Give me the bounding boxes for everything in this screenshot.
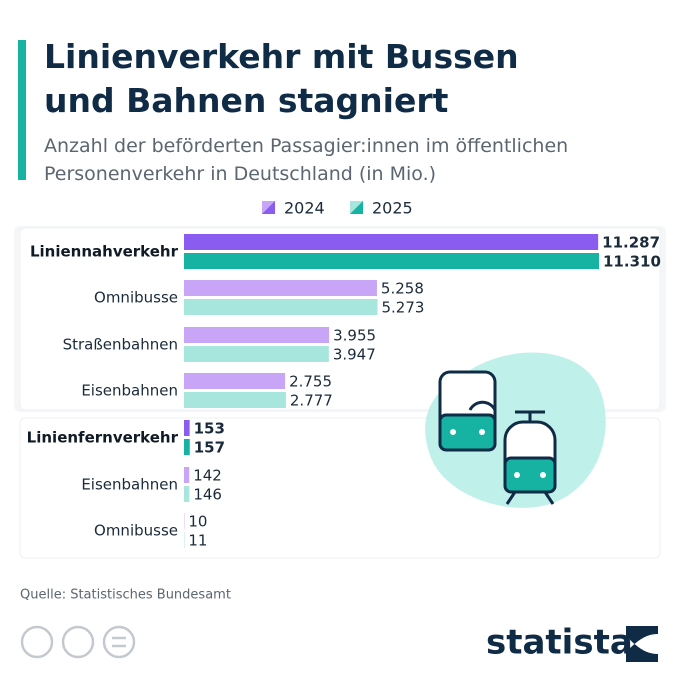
value-label: 5.258 bbox=[381, 280, 424, 298]
bar bbox=[184, 346, 329, 362]
illustration bbox=[425, 352, 606, 508]
bar bbox=[184, 373, 286, 389]
category-label: Linienfernverkehr bbox=[27, 429, 179, 447]
value-label: 3.955 bbox=[333, 327, 376, 345]
license-icons bbox=[20, 625, 136, 659]
bar bbox=[184, 280, 377, 296]
value-label: 142 bbox=[193, 467, 222, 485]
category-label: Eisenbahnen bbox=[81, 476, 178, 494]
chart-subtitle: Personenverkehr in Deutschland (in Mio.) bbox=[44, 163, 436, 185]
value-label: 3.947 bbox=[333, 346, 376, 364]
legend-label: 2024 bbox=[284, 199, 325, 218]
title-accent bbox=[18, 40, 26, 180]
value-label: 153 bbox=[194, 420, 225, 438]
chart-title: und Bahnen stagniert bbox=[44, 81, 449, 120]
bar bbox=[184, 392, 286, 408]
legend-swatch bbox=[350, 201, 363, 214]
source: Quelle: Statistisches Bundesamt bbox=[20, 588, 231, 603]
value-label: 2.755 bbox=[289, 373, 332, 391]
brand-logo bbox=[626, 626, 658, 662]
bar bbox=[184, 467, 190, 483]
bar bbox=[184, 234, 599, 250]
category-label: Liniennahverkehr bbox=[30, 243, 179, 261]
bar bbox=[184, 439, 190, 455]
chart-title: Linienverkehr mit Bussen bbox=[44, 37, 519, 76]
category-label: Eisenbahnen bbox=[81, 382, 178, 400]
value-label: 2.777 bbox=[290, 392, 333, 410]
value-label: 10 bbox=[188, 513, 207, 531]
bar bbox=[184, 486, 190, 502]
bar bbox=[184, 327, 330, 343]
bar bbox=[184, 299, 378, 315]
category-label: Straßenbahnen bbox=[63, 336, 178, 354]
category-label: Omnibusse bbox=[94, 522, 178, 540]
bar bbox=[184, 253, 599, 269]
value-label: 11.287 bbox=[602, 234, 660, 252]
value-label: 5.273 bbox=[381, 299, 424, 317]
bar bbox=[184, 420, 190, 436]
value-label: 11 bbox=[188, 532, 207, 550]
category-label: Omnibusse bbox=[94, 289, 178, 307]
brand: statista bbox=[486, 623, 633, 663]
value-label: 157 bbox=[194, 439, 225, 457]
chart-subtitle: Anzahl der beförderten Passagier:innen i… bbox=[44, 135, 568, 157]
value-label: 11.310 bbox=[603, 253, 661, 271]
legend-swatch bbox=[262, 201, 275, 214]
legend-label: 2025 bbox=[372, 199, 413, 218]
value-label: 146 bbox=[193, 486, 222, 504]
